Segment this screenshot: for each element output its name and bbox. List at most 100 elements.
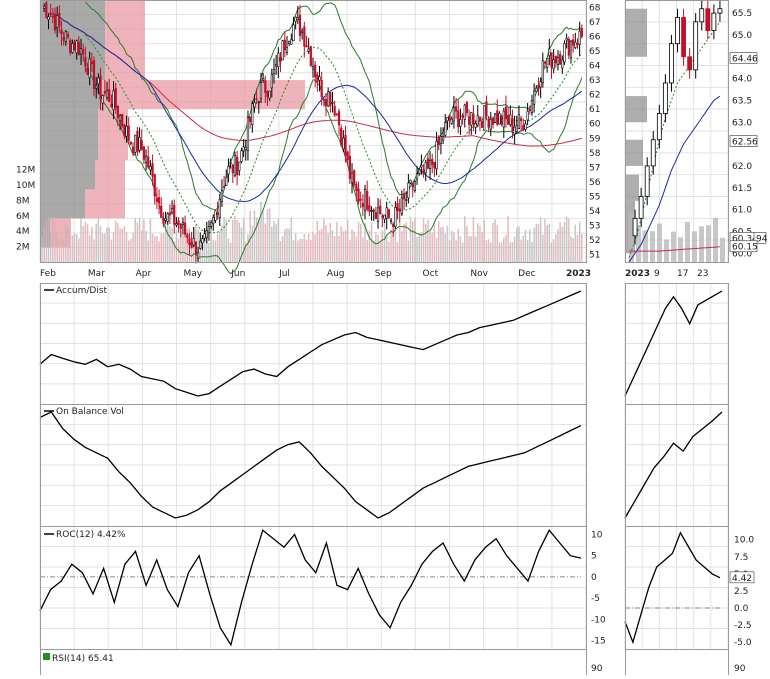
candle-body [389, 219, 393, 222]
volume-bar [526, 240, 529, 262]
candle-body [229, 162, 232, 164]
volume-bar [223, 216, 225, 262]
candle-body [257, 101, 260, 104]
candle-body [246, 117, 250, 152]
zoom-candle-body [705, 8, 711, 31]
candle-body [90, 61, 93, 65]
candle-body [123, 124, 126, 136]
volume-bar [448, 240, 451, 262]
volume-bar [524, 230, 527, 262]
candle-body [296, 16, 299, 20]
candle-body [136, 130, 139, 152]
volume-bar [314, 234, 316, 262]
volume-bar [470, 236, 473, 262]
volume-bar [539, 217, 542, 262]
candle-body [569, 40, 573, 59]
month-tick-label: 2023 [566, 269, 591, 279]
price-tick-label: 56 [589, 178, 601, 188]
candle-body [244, 146, 247, 151]
volume-bar [301, 238, 303, 262]
candle-body [465, 101, 469, 114]
zoom-roc-tick-label: 10.0 [734, 536, 754, 546]
candle-body [574, 41, 577, 48]
volume-bar [284, 229, 286, 262]
volume-bar [503, 237, 505, 262]
volume-bar [206, 230, 208, 262]
volume-bar [134, 217, 136, 262]
zind-hgrid-1 [625, 423, 728, 507]
volume-bar [459, 236, 462, 262]
vbp-gray-bar [40, 80, 100, 110]
candle-body [127, 125, 130, 141]
volume-bar [292, 240, 295, 262]
volume-bar [487, 239, 490, 262]
vbp-gray-bar [40, 109, 98, 161]
volume-bar [461, 242, 464, 262]
obv-label: On Balance Vol [56, 407, 124, 417]
volume-bar [56, 231, 58, 262]
volume-bar [407, 240, 410, 262]
volume-bar [219, 231, 221, 262]
zoom-candle-body [693, 21, 699, 71]
candle-body [357, 188, 360, 202]
volume-bar [427, 219, 429, 262]
volume-bar [477, 223, 479, 262]
zoom-volume-bar [629, 212, 634, 262]
zoom-volume-bar [636, 227, 641, 262]
candle-body [168, 212, 172, 216]
volume-bar [368, 230, 371, 262]
price-tag-box [729, 240, 758, 253]
volume-bar [357, 221, 360, 262]
volume-bar [542, 234, 544, 262]
zoom-vbp-bar [625, 96, 647, 123]
volume-bar [197, 229, 199, 262]
candle-body [572, 39, 575, 46]
candle-body [60, 29, 63, 35]
candle-body [413, 181, 416, 191]
zoom-roc-tick-label: -2.5 [734, 621, 752, 631]
candle-body [190, 242, 193, 249]
volume-bar [299, 238, 301, 262]
volume-bar [481, 232, 483, 262]
zoom-price-tick-label: 65.0 [732, 31, 752, 41]
volume-bar [277, 218, 280, 262]
month-tick-label: Aug [327, 269, 345, 279]
volume-bar [574, 224, 577, 262]
volume-bar [333, 236, 336, 262]
volume-bar [383, 223, 386, 262]
candle-body [47, 16, 50, 20]
candle-body [216, 212, 219, 216]
price-tick-label: 59 [589, 134, 601, 144]
volume-bar [546, 224, 548, 262]
candle-body [75, 40, 78, 54]
vbp-red-bar [95, 160, 125, 190]
candle-body [361, 202, 364, 208]
candle-body [550, 52, 553, 68]
price-tick-label: 51 [589, 251, 600, 261]
volume-bar [390, 229, 392, 262]
vbp-red-bar [105, 0, 145, 81]
candle-body [240, 150, 243, 162]
roc-tick-label: 0 [591, 573, 597, 583]
volume-bar [210, 226, 212, 262]
volume-bar [201, 242, 204, 262]
candle-body [66, 33, 70, 38]
volume-bar [82, 226, 84, 262]
price-tag-box [729, 52, 758, 64]
ind-hgrid-2 [40, 546, 586, 629]
candle-body [210, 222, 213, 227]
candle-body [355, 184, 358, 192]
candle-body [368, 205, 371, 212]
candle-body [324, 99, 328, 106]
candle-body [121, 113, 124, 127]
volume-bar [236, 219, 238, 262]
candle-body [537, 84, 540, 89]
candle-body [110, 103, 113, 107]
candle-body [73, 41, 76, 51]
volume-bar [446, 225, 449, 262]
volume-bar [364, 223, 366, 262]
candle-body [496, 110, 499, 125]
candle-body [196, 251, 200, 259]
volume-bar [385, 234, 388, 262]
